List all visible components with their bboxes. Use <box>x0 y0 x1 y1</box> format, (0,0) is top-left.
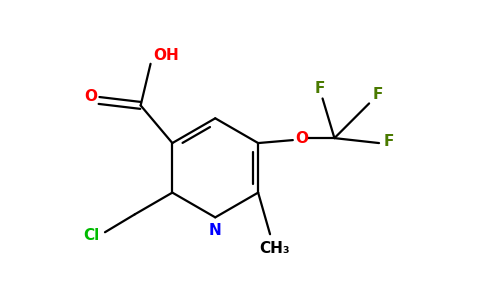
Text: F: F <box>373 87 383 102</box>
Text: O: O <box>295 130 308 146</box>
Text: F: F <box>315 81 325 96</box>
Text: OH: OH <box>153 48 179 63</box>
Text: N: N <box>209 223 222 238</box>
Text: CH₃: CH₃ <box>260 241 290 256</box>
Text: F: F <box>384 134 394 148</box>
Text: O: O <box>85 89 98 104</box>
Text: Cl: Cl <box>83 228 99 243</box>
